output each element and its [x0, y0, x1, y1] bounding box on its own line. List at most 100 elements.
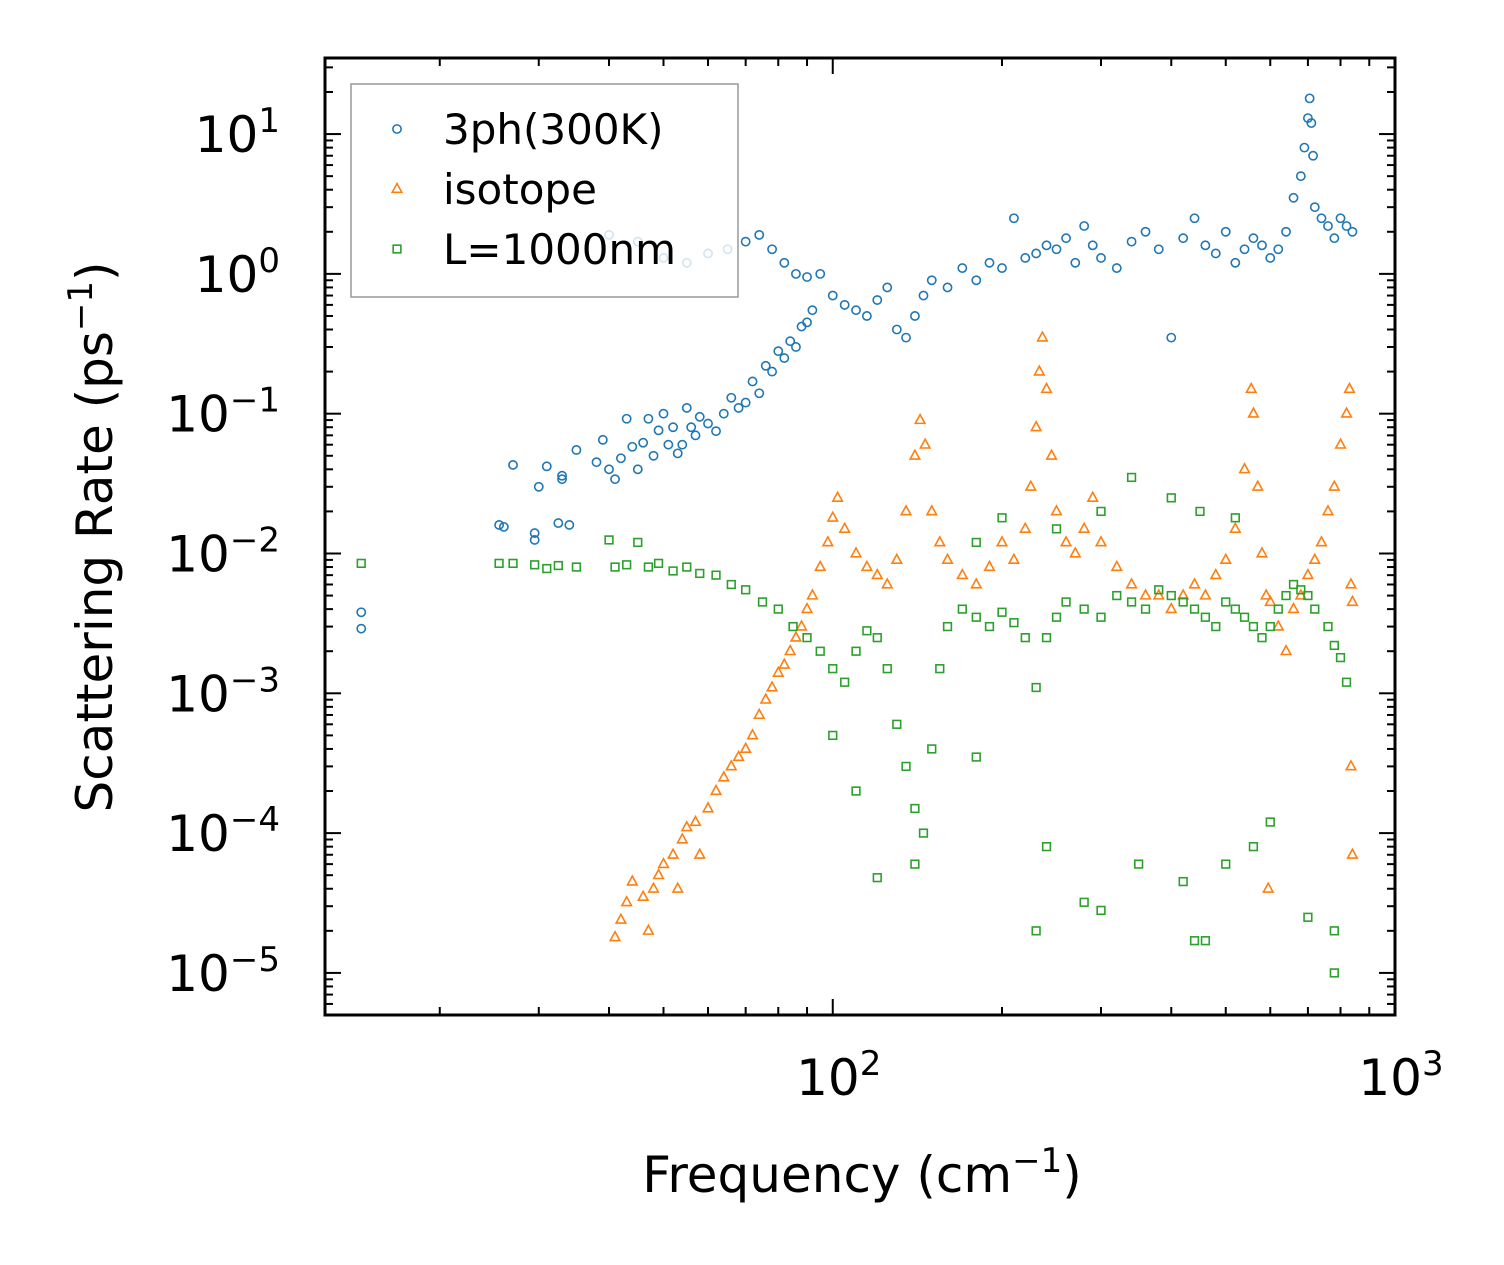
- data-point: [642, 923, 655, 935]
- data-point: [668, 422, 679, 433]
- data-point: [1195, 506, 1205, 517]
- series-2: [356, 472, 1352, 978]
- data-point: [1248, 233, 1259, 244]
- data-point: [910, 803, 920, 814]
- data-point: [1335, 213, 1346, 224]
- data-point: [494, 558, 504, 569]
- data-point: [839, 299, 850, 310]
- data-point: [530, 560, 540, 570]
- data-point: [1110, 559, 1123, 572]
- data-point: [772, 665, 785, 677]
- data-point: [806, 588, 819, 600]
- tick-exponent: −1: [230, 381, 280, 421]
- tick-marks: [325, 58, 1396, 1015]
- data-point: [1265, 621, 1275, 632]
- data-point: [828, 730, 838, 741]
- data-point: [984, 257, 995, 268]
- data-point: [1051, 612, 1062, 622]
- y-tick-label: 10−2: [166, 520, 280, 583]
- data-point: [626, 874, 639, 886]
- data-point: [791, 268, 801, 279]
- y-tick-label: 10−5: [166, 940, 280, 1003]
- data-point: [1033, 364, 1046, 376]
- data-point: [652, 868, 665, 880]
- tick-exponent: −4: [230, 800, 280, 840]
- legend: 3ph(300K) isotope L=1000nm: [350, 83, 739, 298]
- data-point: [1125, 577, 1138, 589]
- data-point: [1134, 859, 1144, 869]
- data-point: [1257, 633, 1267, 643]
- tick-exponent: 3: [1422, 1044, 1444, 1084]
- data-point: [791, 342, 801, 352]
- data-point: [778, 657, 791, 669]
- data-point: [1239, 612, 1250, 622]
- data-point: [983, 559, 996, 572]
- data-point: [1061, 233, 1071, 244]
- y-axis-title-close: ): [66, 261, 124, 281]
- data-point: [695, 568, 705, 579]
- tick-base: 10: [166, 525, 230, 583]
- data-point: [1219, 552, 1232, 564]
- data-point: [1273, 244, 1284, 255]
- data-point: [901, 332, 911, 343]
- data-point: [668, 566, 678, 576]
- data-point: [693, 847, 706, 859]
- data-point: [925, 504, 938, 516]
- data-point: [909, 311, 920, 321]
- data-point: [1309, 202, 1320, 213]
- data-point: [995, 535, 1009, 547]
- data-point: [608, 930, 622, 942]
- data-point: [872, 295, 883, 305]
- data-point: [1239, 244, 1250, 255]
- data-point: [1096, 253, 1106, 263]
- data-point: [1041, 842, 1052, 852]
- data-point: [1200, 240, 1211, 251]
- data-point: [638, 437, 649, 448]
- data-point: [1086, 490, 1099, 502]
- y-axis-title-sup: −1: [61, 281, 101, 331]
- data-point: [1229, 521, 1242, 533]
- data-point: [1248, 842, 1259, 852]
- data-point: [788, 621, 798, 632]
- data-point: [747, 376, 758, 387]
- data-point: [1346, 594, 1359, 607]
- tick-base: 10: [796, 1049, 860, 1107]
- data-point: [1096, 506, 1106, 517]
- data-point: [941, 552, 954, 564]
- data-point: [957, 263, 968, 274]
- data-point: [1303, 912, 1313, 922]
- data-point: [1294, 588, 1307, 600]
- data-point: [682, 562, 692, 572]
- data-point: [1341, 221, 1352, 231]
- data-point: [508, 460, 518, 470]
- legend-label: L=1000nm: [443, 225, 676, 274]
- data-point: [1020, 253, 1031, 263]
- data-point: [1279, 644, 1293, 656]
- data-point: [740, 236, 751, 247]
- tick-exponent: 1: [258, 101, 280, 141]
- data-point: [1303, 590, 1313, 601]
- data-point: [643, 562, 654, 572]
- data-point: [1321, 504, 1335, 516]
- data-point: [571, 562, 582, 572]
- data-point: [1335, 652, 1346, 663]
- data-point: [899, 504, 913, 516]
- data-point: [933, 535, 946, 547]
- data-point: [828, 664, 838, 674]
- y-tick-label: 101: [195, 101, 280, 164]
- data-point: [1041, 633, 1052, 643]
- x-tick-labels: 102 103: [796, 1044, 1444, 1107]
- data-point: [1031, 682, 1041, 693]
- legend-marker-triangle: [390, 181, 404, 194]
- data-point: [1140, 226, 1151, 237]
- data-point: [831, 490, 844, 502]
- data-point: [1050, 504, 1063, 516]
- data-point: [765, 680, 779, 692]
- data-point: [1340, 406, 1353, 418]
- data-point: [1153, 244, 1164, 255]
- data-point: [789, 630, 803, 642]
- data-point: [677, 439, 688, 450]
- data-point: [1189, 604, 1200, 614]
- data-point: [680, 820, 693, 832]
